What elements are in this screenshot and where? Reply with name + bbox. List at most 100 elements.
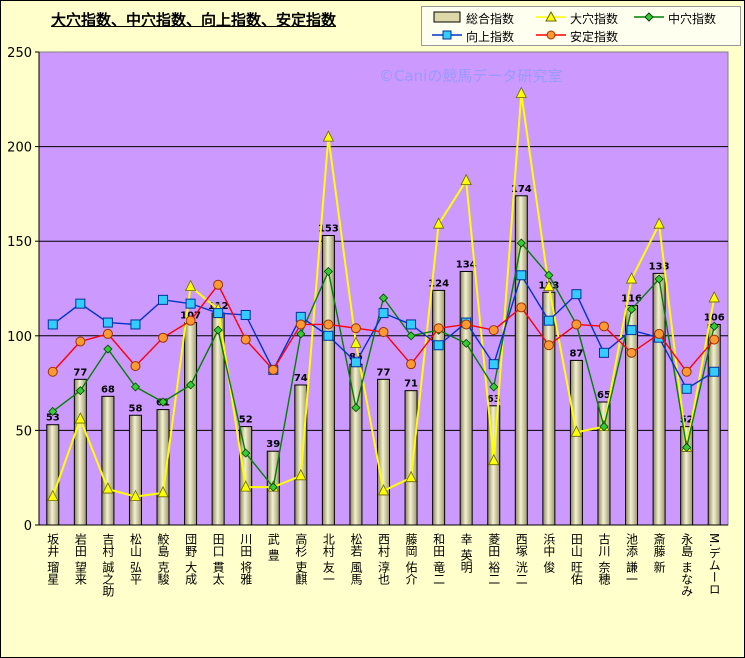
series-marker xyxy=(75,298,86,309)
series-marker xyxy=(350,336,362,348)
series-marker xyxy=(681,366,692,377)
x-category-label: 田山 旺佑 xyxy=(569,533,583,585)
series-marker xyxy=(709,334,720,345)
bar xyxy=(459,270,473,526)
series-marker xyxy=(543,340,554,351)
legend-label: 総合指数 xyxy=(466,12,515,26)
series-marker xyxy=(75,336,86,347)
series-marker xyxy=(709,321,719,331)
series-marker xyxy=(378,308,389,319)
series-marker xyxy=(405,470,417,483)
bar xyxy=(569,359,583,526)
series-marker xyxy=(433,323,444,334)
bar xyxy=(73,378,87,526)
series-marker xyxy=(654,328,665,339)
legend-label: 向上指数 xyxy=(466,30,515,44)
x-category-label: 松若 風馬 xyxy=(349,533,363,586)
chart-title: 大穴指数、中穴指数、向上指数、安定指数 xyxy=(51,11,337,29)
series-marker xyxy=(625,272,638,284)
series-marker xyxy=(406,359,417,370)
legend-label: 中穴指数 xyxy=(668,12,717,26)
series-marker xyxy=(488,359,499,370)
bar xyxy=(707,323,721,526)
series-marker xyxy=(626,347,637,358)
bar xyxy=(239,426,253,526)
legend: 総合指数 大穴指数 中穴指数 向上指数 安定指数 xyxy=(421,6,741,46)
series-marker xyxy=(296,329,306,339)
series-marker xyxy=(351,403,361,413)
series-marker xyxy=(185,315,196,326)
y-tick-label: 50 xyxy=(15,424,32,439)
series-marker xyxy=(653,217,665,229)
series-marker xyxy=(295,468,307,481)
x-category-label: 田口 貫太 xyxy=(211,533,225,585)
series-marker xyxy=(129,489,142,502)
series-marker xyxy=(130,319,141,330)
bar-value-label: 87 xyxy=(569,348,583,359)
series-marker xyxy=(157,485,169,498)
bar xyxy=(46,424,60,526)
series-marker xyxy=(598,321,609,332)
series-marker xyxy=(378,327,389,338)
legend-swatch xyxy=(432,30,462,40)
legend-swatch xyxy=(634,12,664,22)
legend-item: 中穴指数 xyxy=(632,10,732,26)
series-marker xyxy=(295,319,306,330)
series-marker xyxy=(213,325,223,335)
series-marker xyxy=(461,319,472,330)
x-category-label: 団野 大成 xyxy=(184,533,198,585)
series-marker xyxy=(571,289,582,300)
series-marker xyxy=(186,380,196,390)
x-category-label: 吉村 誠之助 xyxy=(101,533,115,597)
x-category-label: 川田 将雅 xyxy=(239,533,253,585)
bar xyxy=(321,235,335,526)
series-marker xyxy=(350,357,361,368)
bar-value-label: 153 xyxy=(318,224,339,235)
series-marker xyxy=(323,319,334,330)
x-category-label: 高杉 吏麒 xyxy=(294,532,308,586)
series-marker xyxy=(377,484,390,496)
bar xyxy=(404,390,418,526)
series-marker xyxy=(268,364,279,375)
x-category-label: 池添 謙一 xyxy=(625,533,639,585)
legend-item: 総合指数 xyxy=(430,10,530,26)
series-marker xyxy=(516,302,527,313)
series-marker xyxy=(322,130,335,142)
bar-value-label: 106 xyxy=(704,312,725,323)
series-marker xyxy=(241,448,251,458)
bar xyxy=(597,401,611,526)
x-category-label: 西塚 洸二 xyxy=(514,533,528,585)
x-category-label: 坂井 瑠星 xyxy=(46,533,60,585)
x-category-label: 浜中 俊 xyxy=(542,533,556,573)
bar-value-label: 134 xyxy=(456,259,477,270)
series-marker xyxy=(626,325,637,336)
x-category-label: 松山 弘平 xyxy=(128,533,142,585)
series-marker xyxy=(516,238,526,248)
series-marker xyxy=(350,323,361,334)
series-marker xyxy=(406,319,417,330)
bar-value-label: 174 xyxy=(511,184,532,195)
bar xyxy=(625,305,639,526)
series-marker xyxy=(213,279,224,290)
legend-swatch xyxy=(433,11,461,23)
series-marker xyxy=(433,340,444,351)
series-marker xyxy=(268,482,278,492)
series-marker xyxy=(488,453,500,466)
series-marker xyxy=(185,298,196,309)
series-marker xyxy=(102,482,114,494)
series-marker xyxy=(158,397,168,407)
series-marker xyxy=(74,412,86,424)
x-category-label: 藤岡 佑介 xyxy=(404,533,418,585)
series-marker xyxy=(323,330,334,341)
series-marker xyxy=(460,173,472,186)
bar-value-label: 71 xyxy=(404,379,418,390)
bar xyxy=(101,395,115,526)
y-tick-label: 200 xyxy=(7,141,32,156)
series-marker xyxy=(102,328,113,339)
series-marker xyxy=(240,334,251,345)
series-marker xyxy=(709,366,720,377)
bar xyxy=(542,291,556,526)
bar-value-label: 63 xyxy=(487,394,501,405)
bar xyxy=(652,272,666,526)
